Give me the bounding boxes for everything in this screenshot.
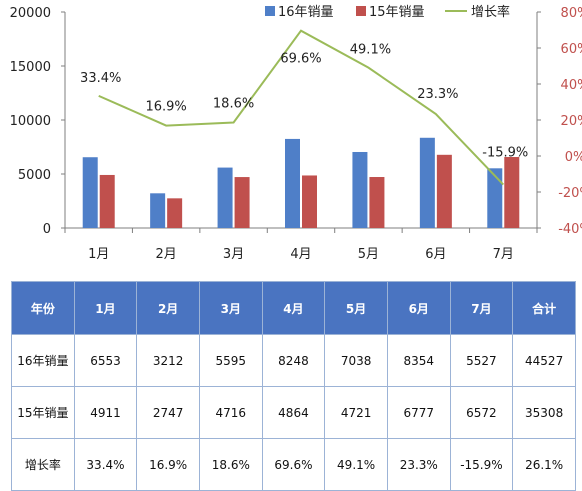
- right-tick-label: 60%: [561, 42, 582, 57]
- legend-swatch: [356, 6, 366, 16]
- growth-data-label: 23.3%: [417, 87, 458, 102]
- bar-series1: [285, 138, 300, 228]
- table-cell: 4721: [324, 386, 388, 439]
- table-cell: 16.9%: [136, 438, 200, 491]
- header-cell: 4月: [261, 281, 326, 335]
- bar-series2: [234, 177, 250, 228]
- growth-rate-line: [98, 29, 505, 186]
- bar-series2: [369, 177, 385, 228]
- legend-label: 16年销量: [278, 5, 334, 20]
- row-label: 增长率: [11, 438, 75, 491]
- table-cell: -15.9%: [449, 438, 514, 491]
- right-tick-label: -20%: [558, 186, 582, 201]
- left-tick-label: 10000: [10, 114, 51, 129]
- table-row: 增长率 33.4% 16.9% 18.6% 69.6% 49.1% 23.3% …: [11, 438, 576, 491]
- growth-data-label: 49.1%: [350, 43, 391, 58]
- growth-data-label: -15.9%: [482, 146, 528, 161]
- growth-data-label: 18.6%: [213, 97, 254, 112]
- right-tick-label: -40%: [558, 222, 582, 237]
- table-cell: 5527: [449, 334, 514, 387]
- combo-chart: 0 5000 10000 15000 20000 -40% -20% 0% 20% 40% 60% 8…: [10, 4, 582, 262]
- sales-table: 年份 1月 2月 3月 4月 5月 6月 7月 合计 16年销量 6553 32…: [11, 281, 576, 491]
- left-tick-label: 15000: [10, 60, 51, 75]
- table-cell: 26.1%: [512, 438, 576, 491]
- table-cell: 35308: [512, 386, 576, 439]
- table-cell: 23.3%: [386, 438, 451, 491]
- header-cell: 1月: [73, 281, 138, 335]
- bar-series2: [167, 198, 183, 228]
- category-label: 2月: [156, 247, 177, 262]
- table-cell: 44527: [512, 334, 576, 387]
- header-cell: 2月: [136, 281, 200, 335]
- bar-series2: [302, 175, 317, 228]
- chart-svg: 0 5000 10000 15000 20000 -40% -20% 0% 20% 40% 60% 8…: [10, 4, 582, 262]
- table-cell: 5595: [198, 334, 263, 387]
- table-cell: 6553: [73, 334, 138, 387]
- legend-label: 15年销量: [369, 5, 425, 20]
- table-header-row: 年份 1月 2月 3月 4月 5月 6月 7月 合计: [11, 281, 576, 335]
- category-label: 5月: [358, 247, 379, 262]
- table-cell: 4864: [261, 386, 326, 439]
- bar-series1: [82, 157, 98, 228]
- table-cell: 8354: [386, 334, 451, 387]
- bar-series2: [504, 157, 520, 228]
- category-label: 1月: [88, 247, 109, 262]
- bar-series1: [150, 193, 166, 228]
- table-cell: 7038: [324, 334, 388, 387]
- header-cell: 6月: [386, 281, 451, 335]
- table-cell: 8248: [261, 334, 326, 387]
- bar-series2: [436, 154, 452, 228]
- row-label: 16年销量: [11, 334, 75, 387]
- header-cell: 合计: [512, 281, 576, 335]
- header-cell: 7月: [449, 281, 514, 335]
- table-cell: 2747: [136, 386, 200, 439]
- category-label: 7月: [493, 247, 514, 262]
- table-cell: 3212: [136, 334, 200, 387]
- table-row: 15年销量 4911 2747 4716 4864 4721 6777 6572…: [11, 386, 576, 439]
- bar-series1: [419, 137, 435, 228]
- category-label: 6月: [425, 247, 446, 262]
- bar-series1: [352, 151, 368, 228]
- table-cell: 6777: [386, 386, 451, 439]
- table-cell: 33.4%: [73, 438, 138, 491]
- table-row: 16年销量 6553 3212 5595 8248 7038 8354 5527…: [11, 334, 576, 387]
- growth-data-label: 33.4%: [80, 71, 121, 86]
- bar-series1: [217, 167, 233, 228]
- left-tick-label: 5000: [18, 168, 51, 183]
- category-label: 3月: [223, 247, 244, 262]
- growth-data-label: 16.9%: [145, 100, 186, 115]
- right-tick-label: 20%: [561, 114, 582, 129]
- legend-swatch: [265, 6, 275, 16]
- bar-series1: [487, 168, 503, 228]
- right-tick-label: 40%: [561, 78, 582, 93]
- bar-series2: [99, 174, 115, 228]
- legend-label: 增长率: [471, 4, 510, 20]
- table-cell: 49.1%: [324, 438, 388, 491]
- table-cell: 18.6%: [198, 438, 263, 491]
- table-cell: 4716: [198, 386, 263, 439]
- category-label: 4月: [290, 247, 311, 262]
- header-cell: 3月: [198, 281, 263, 335]
- table-cell: 4911: [73, 386, 138, 439]
- left-tick-label: 0: [43, 222, 51, 237]
- growth-data-label: 69.6%: [280, 52, 321, 67]
- right-tick-label: 80%: [561, 6, 582, 21]
- table-cell: 69.6%: [261, 438, 326, 491]
- table-cell: 6572: [449, 386, 514, 439]
- row-label: 15年销量: [11, 386, 75, 439]
- header-cell: 年份: [11, 281, 75, 335]
- header-cell: 5月: [324, 281, 388, 335]
- left-tick-label: 20000: [10, 6, 51, 21]
- right-tick-label: 0%: [565, 150, 582, 165]
